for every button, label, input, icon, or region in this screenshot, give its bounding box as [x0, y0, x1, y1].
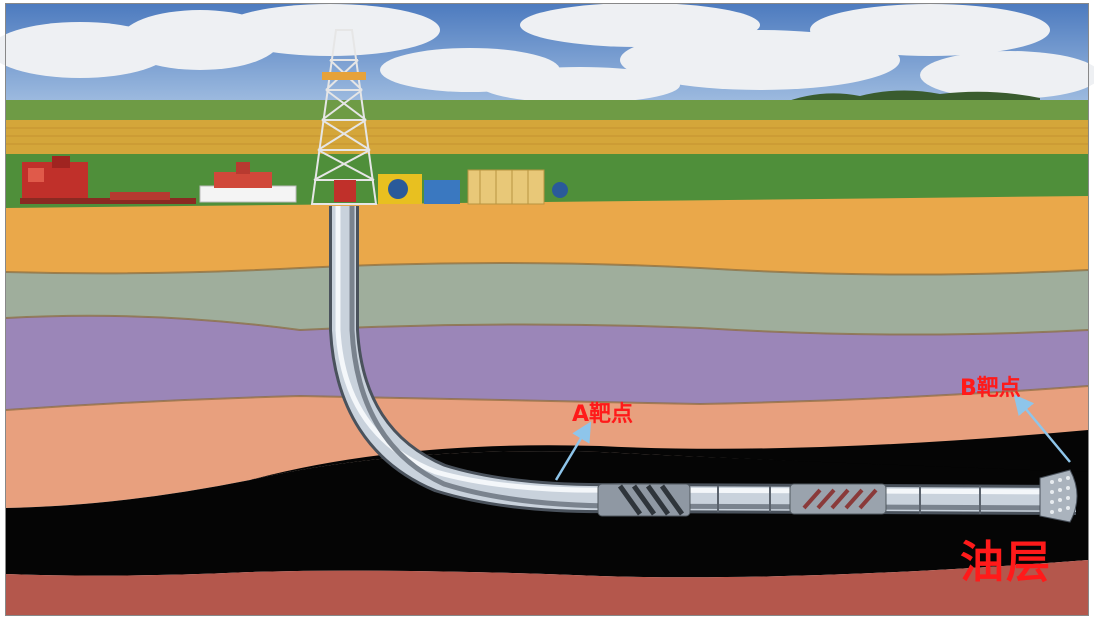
- layer-red-brown: [6, 560, 1088, 615]
- crop-texture: [6, 127, 1088, 145]
- oil-layer-label: 油层: [960, 537, 1052, 588]
- motor-tool: [789, 483, 887, 515]
- wellbore-pipe-highlight: [335, 206, 1077, 495]
- layer-boundaries: [5, 262, 1089, 411]
- storage-tank-icon: [467, 169, 568, 205]
- equipment-trailer-icon: [199, 162, 297, 203]
- field-strip-yellow: [6, 120, 1088, 156]
- wellbore-pipe: [332, 206, 1077, 512]
- pipe-joints: [717, 486, 981, 514]
- oil-layer-top-edge: [250, 430, 1088, 480]
- drilling-rig-icon: [310, 29, 378, 205]
- field-strip-green: [6, 100, 1088, 122]
- drill-bit-icon: [1039, 469, 1078, 523]
- wellbore-pipe-shadow: [349, 206, 1077, 511]
- layer-sage: [6, 263, 1088, 335]
- layer-purple: [6, 315, 1088, 410]
- target-a-label: A靶点: [572, 402, 634, 427]
- arrow-to-target-a: [554, 421, 592, 481]
- arrow-to-target-b: [1013, 394, 1071, 463]
- stabilizer-tool: [597, 483, 691, 517]
- image-frame: [5, 3, 1089, 616]
- target-b-label: B靶点: [960, 376, 1021, 401]
- clouds: [0, 3, 1094, 103]
- oil-layer: [6, 451, 1088, 578]
- generator-icon: [378, 174, 460, 204]
- pump-truck-icon: [20, 156, 196, 204]
- layer-orange: [6, 196, 1088, 275]
